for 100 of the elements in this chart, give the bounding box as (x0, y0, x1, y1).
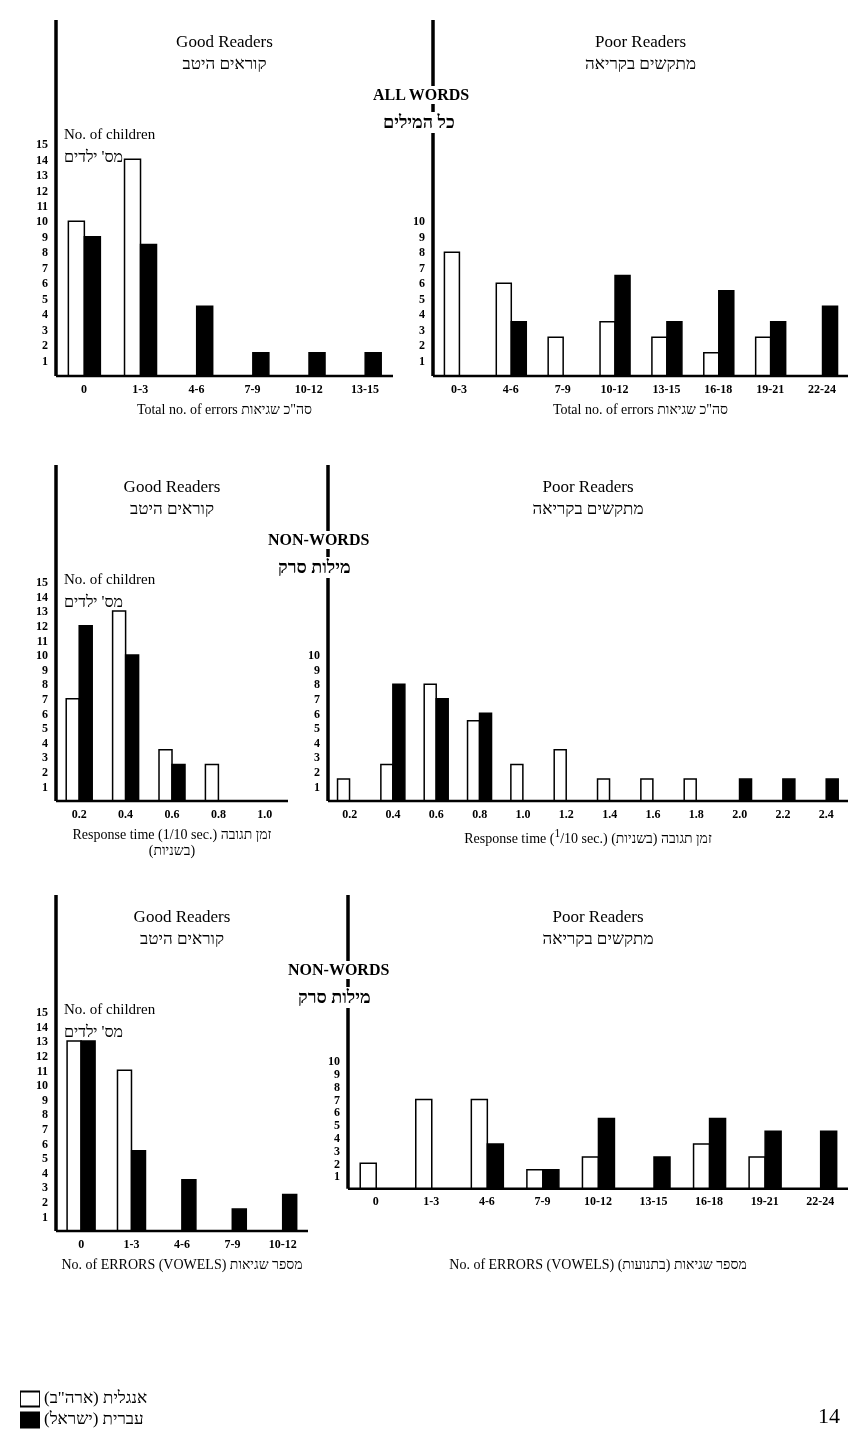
annotation: כל המילים (381, 112, 457, 133)
y-tick-label: 7 (334, 1092, 340, 1107)
y-tick-label: 6 (42, 1136, 48, 1151)
x-tick-label: 2.2 (775, 806, 791, 821)
y-tick-label: 5 (42, 1151, 48, 1166)
annotation: מס' ילדים (64, 148, 124, 166)
x-tick-label: 4-6 (478, 1194, 495, 1209)
x-tick-label: 1-3 (423, 1194, 440, 1209)
y-tick-label: 10 (413, 214, 425, 229)
text: Poor Readers (593, 32, 688, 52)
y-tick-label: 10 (36, 214, 48, 229)
y-tick-label: 7 (42, 1122, 48, 1136)
x-tick-label: 13-15 (350, 381, 379, 396)
x-tick-label: 0 (78, 1236, 85, 1251)
y-tick-label: 9 (419, 229, 425, 244)
annotation: ALL WORDS (371, 86, 472, 104)
x-tick-label: 2.0 (732, 806, 748, 821)
y-tick-label: 9 (42, 662, 48, 677)
y-tick-label: 13 (36, 604, 48, 619)
y-tick-label: 11 (36, 633, 48, 648)
x-axis-title: No. of ERRORS (VOWELS) מספר שגיאות (בתנועות) (448, 1257, 748, 1273)
x-tick-label: 7-9 (534, 1194, 551, 1209)
text: Good Readers (175, 32, 274, 52)
y-tick-label: 11 (36, 1063, 48, 1078)
y-tick-label: 10 (308, 648, 320, 663)
y-tick-label: 1 (419, 353, 425, 368)
x-tick-label: 13-15 (639, 1194, 668, 1209)
x-tick-label: 19-21 (756, 381, 785, 396)
y-tick-label: 5 (334, 1118, 340, 1133)
x-tick-label: 0 (372, 1194, 379, 1209)
y-tick-label: 3 (42, 322, 48, 337)
y-tick-label: 6 (42, 706, 48, 721)
text: מתקשים בקריאה (584, 54, 697, 74)
y-tick-label: 11 (36, 199, 48, 213)
text: Good Readers (122, 477, 222, 497)
x-axis-title: Total no. of errors סה"כ שגיאות (135, 402, 314, 418)
y-tick-label: 5 (42, 291, 48, 306)
annotation: NON-WORDS (286, 961, 392, 979)
annotation: NON-WORDS (266, 531, 372, 549)
y-tick-label: 6 (42, 276, 48, 291)
legend-label: עברית (ישראל) (44, 1409, 144, 1429)
y-tick-label: 2 (334, 1156, 340, 1171)
y-tick-label: 2 (42, 338, 48, 353)
y-tick-label: 9 (42, 1092, 48, 1107)
y-tick-label: 4 (42, 735, 48, 750)
text: מתקשים בקריאה (541, 929, 655, 949)
x-tick-label: 0.6 (428, 806, 444, 821)
x-tick-label: 10-12 (294, 381, 323, 396)
text: מתקשים בקריאה (531, 499, 645, 519)
y-tick-label: 13 (36, 1034, 48, 1049)
x-tick-label: 4-6 (188, 381, 205, 396)
x-tick-label: 10-12 (268, 1236, 297, 1251)
x-tick-label: 22-24 (806, 1194, 835, 1209)
x-axis-title: Response time (1/10 sec.) זמן תגובה (בשניות) (71, 827, 273, 859)
x-tick-label: 1.0 (515, 806, 531, 821)
x-tick-label: 0-3 (450, 381, 467, 396)
y-tick-label: 1 (314, 779, 320, 794)
y-axis-title: No. of children (64, 126, 156, 143)
y-tick-label: 7 (42, 260, 48, 275)
y-tick-label: 6 (419, 276, 425, 291)
y-tick-label: 10 (36, 1078, 48, 1093)
x-tick-label: 0.4 (385, 806, 401, 821)
y-tick-label: 2 (419, 338, 425, 353)
y-tick-label: 6 (334, 1105, 340, 1120)
y-tick-label: 8 (314, 677, 320, 692)
y-tick-label: 3 (314, 750, 320, 765)
y-tick-label: 4 (42, 307, 48, 322)
y-tick-label: 8 (42, 677, 48, 692)
x-axis-title: No. of ERRORS (VOWELS) מספר שגיאות (60, 1257, 304, 1273)
x-tick-label: 7-9 (554, 381, 571, 396)
y-tick-label: 12 (36, 618, 48, 633)
y-tick-label: 14 (36, 1019, 48, 1034)
x-tick-label: 0.2 (342, 806, 358, 821)
y-tick-label: 9 (314, 662, 320, 677)
text: קוראים היטב (129, 499, 215, 519)
text: קוראים היטב (181, 54, 268, 74)
x-tick-label: 0.8 (472, 806, 488, 821)
annotation: מילות סרק (296, 987, 373, 1008)
y-axis-title: No. of children (64, 571, 156, 588)
y-tick-label: 12 (36, 183, 48, 198)
annotation: מילות סרק (276, 557, 353, 578)
x-axis-title: Total no. of errors סה"כ שגיאות (551, 402, 730, 418)
y-tick-label: 8 (42, 245, 48, 260)
x-tick-label: 16-18 (695, 1194, 724, 1209)
y-tick-label: 3 (42, 1180, 48, 1195)
x-tick-label: 1.0 (257, 806, 273, 821)
y-tick-label: 5 (314, 721, 320, 736)
x-tick-label: 16-18 (704, 381, 733, 396)
x-tick-label: 10-12 (600, 381, 629, 396)
y-tick-label: 8 (419, 245, 425, 260)
y-tick-label: 9 (42, 229, 48, 244)
text: Good Readers (132, 907, 232, 927)
y-tick-label: 4 (314, 735, 320, 750)
text: קוראים היטב (139, 929, 225, 949)
y-tick-label: 10 (328, 1054, 340, 1069)
y-tick-label: 2 (314, 765, 320, 780)
x-tick-label: 1-3 (132, 381, 149, 396)
y-tick-label: 4 (419, 307, 425, 322)
y-tick-label: 1 (334, 1169, 340, 1184)
text: Poor Readers (541, 477, 635, 497)
